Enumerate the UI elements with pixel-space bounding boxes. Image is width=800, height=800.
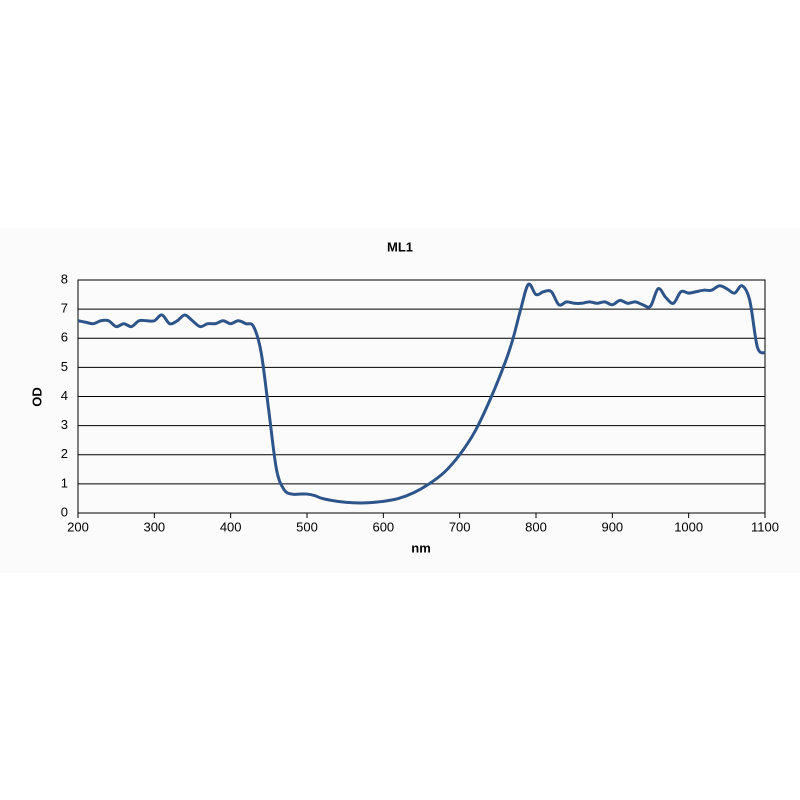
x-tick-label: 600 — [372, 519, 394, 534]
x-tick-label: 800 — [525, 519, 547, 534]
y-tick-label: 2 — [61, 446, 68, 461]
x-tick-label: 1100 — [751, 519, 779, 534]
x-tick-label: 500 — [296, 519, 318, 534]
y-tick-label: 3 — [61, 417, 68, 432]
y-tick-label: 1 — [61, 475, 68, 490]
y-tick-label: 8 — [61, 271, 68, 286]
x-tick-label: 900 — [601, 519, 623, 534]
x-tick-label: 1000 — [674, 519, 703, 534]
y-tick-label: 7 — [61, 301, 68, 316]
y-tick-label: 5 — [61, 359, 68, 374]
x-tick-label: 400 — [220, 519, 242, 534]
x-axis-label: nm — [411, 540, 431, 555]
x-tick-label: 700 — [449, 519, 471, 534]
plot-frame — [77, 279, 766, 514]
y-tick-label: 4 — [61, 388, 68, 403]
chart-background — [0, 228, 800, 573]
y-tick-label: 6 — [61, 330, 68, 345]
data-line — [77, 282, 766, 505]
y-axis-label: OD — [29, 387, 44, 407]
y-tick-label: 0 — [61, 504, 68, 519]
chart-title: ML1 — [387, 239, 413, 254]
x-tick-label: 300 — [143, 519, 165, 534]
x-tick-label: 200 — [67, 519, 89, 534]
